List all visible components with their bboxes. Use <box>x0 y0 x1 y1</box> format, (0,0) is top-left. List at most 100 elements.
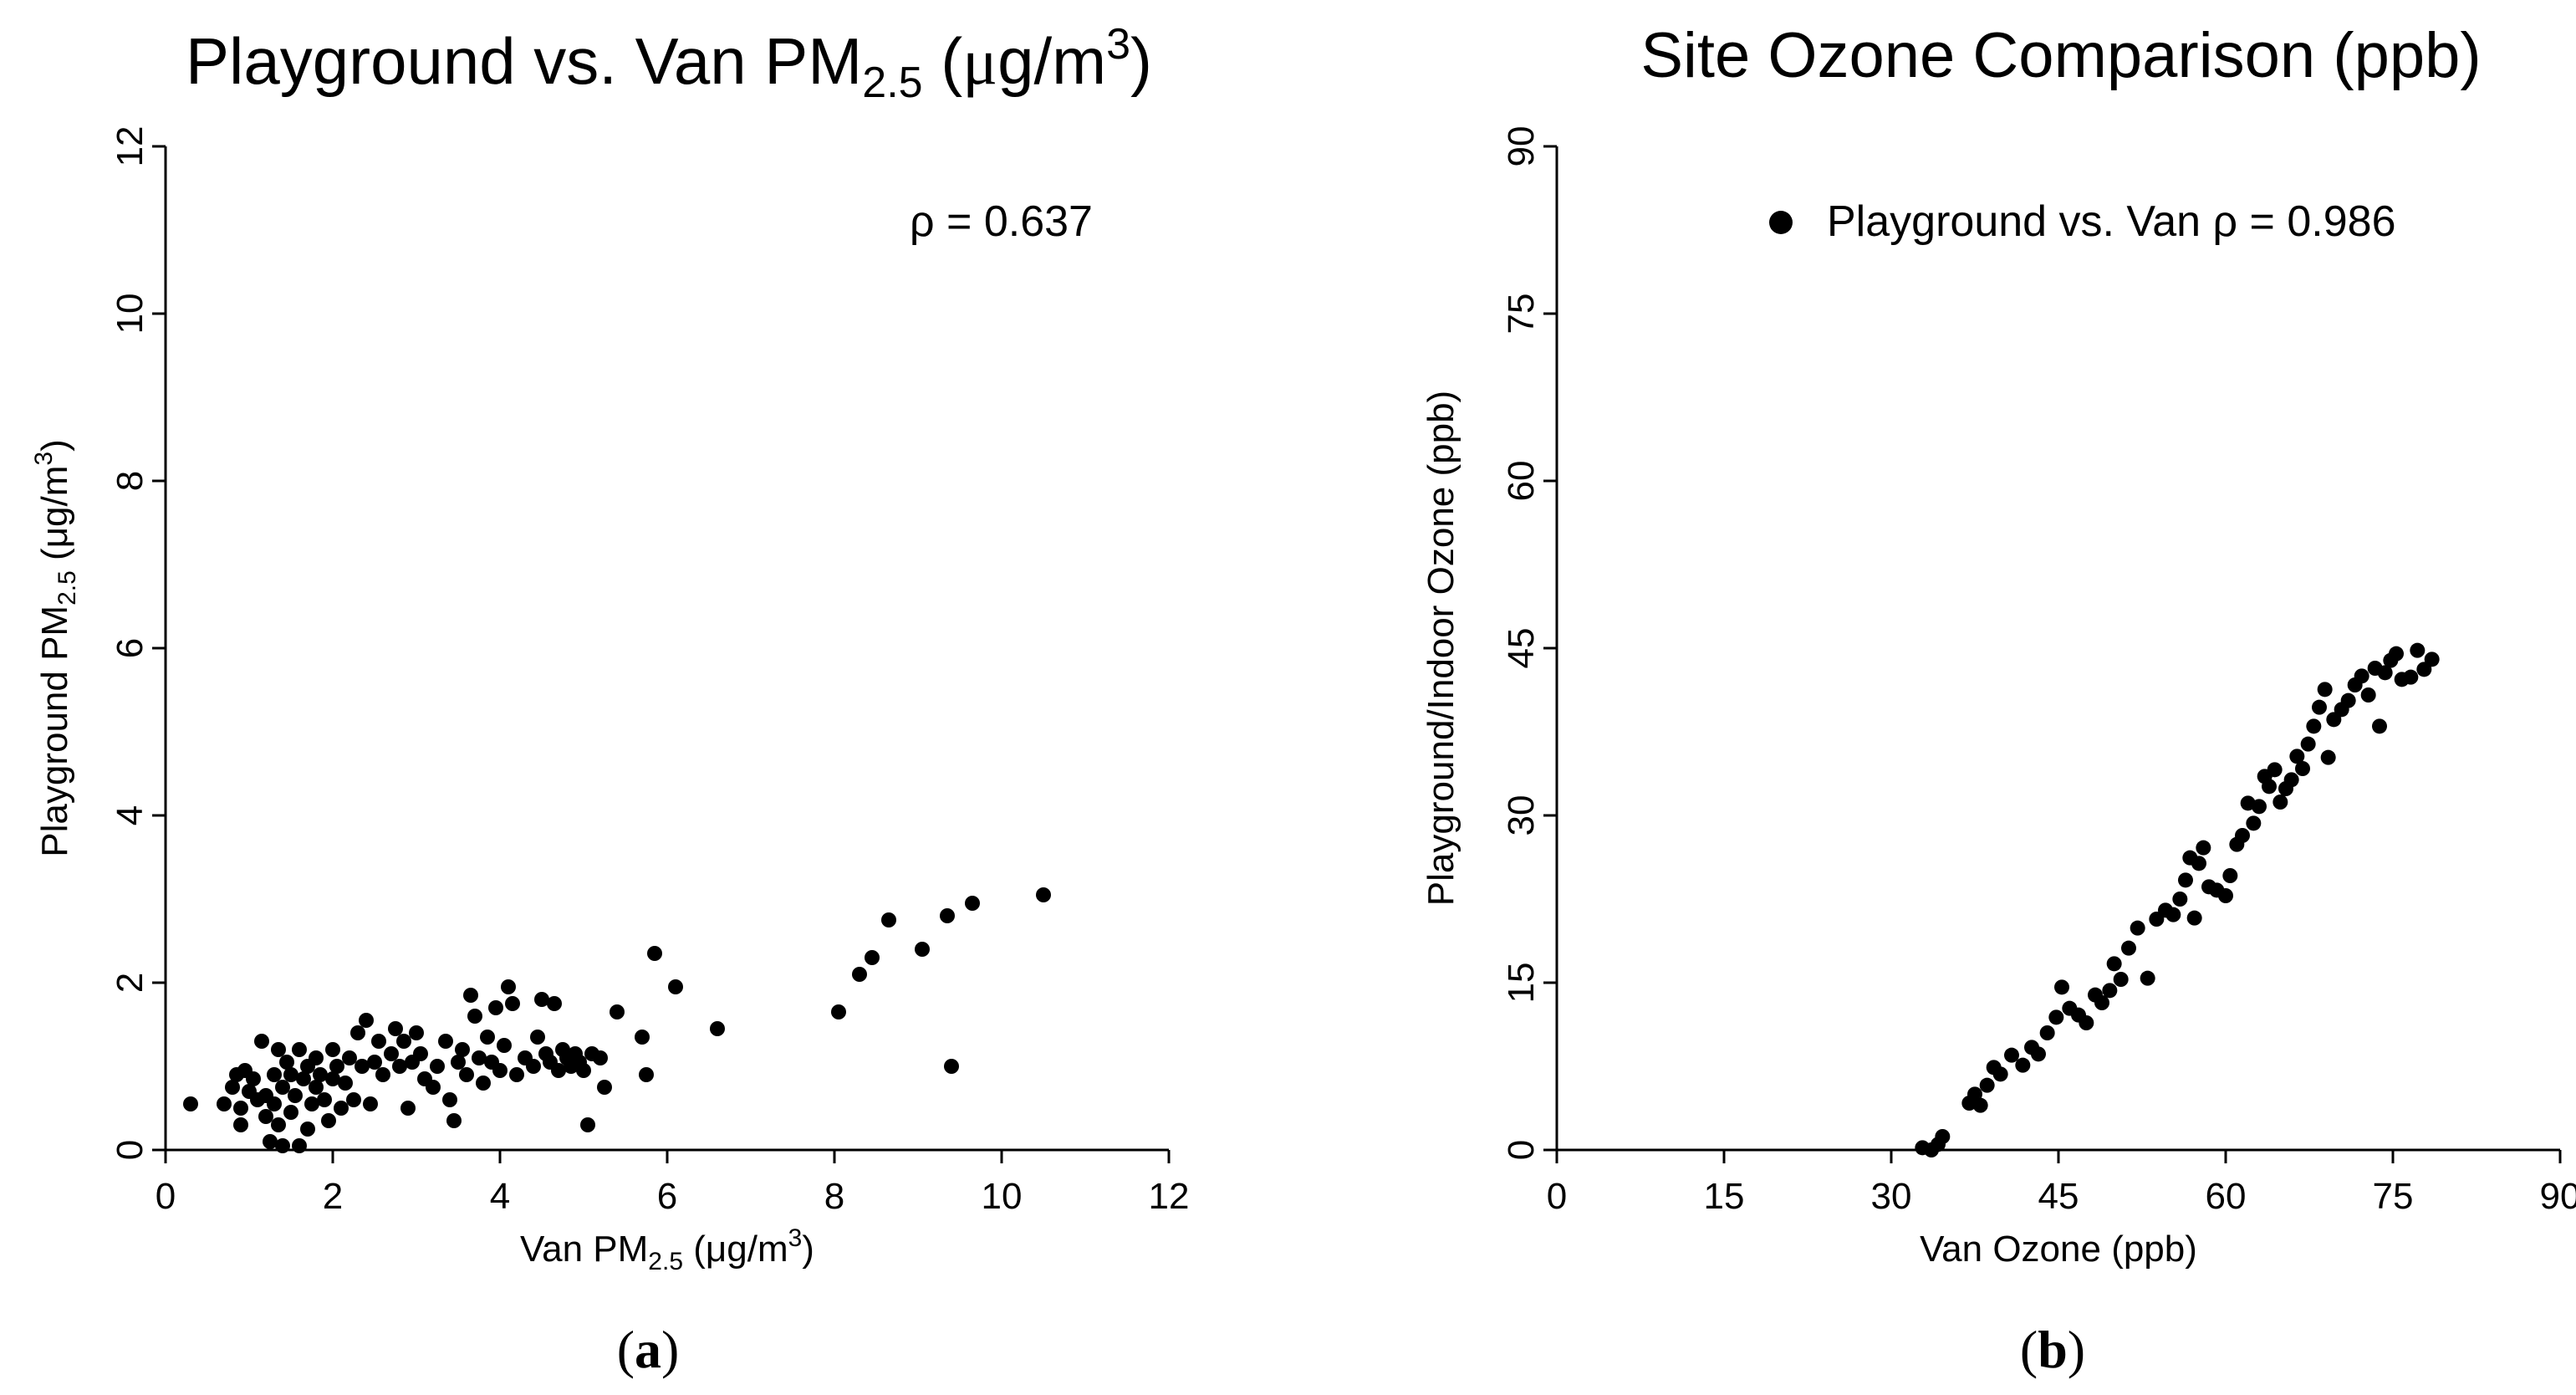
chart-a-data-point <box>258 1109 273 1124</box>
chart-a-data-point <box>396 1034 411 1049</box>
chart-a-y-axis-label: Playground PM2.5 (μg/m3) <box>30 439 81 856</box>
chart-a-y-tick-label: 4 <box>110 805 150 825</box>
chart-a: Playground vs. Van PM2.5 (μg/m3) 0 2 4 6 8 10… <box>30 20 1189 1379</box>
chart-a-data-point <box>246 1071 261 1086</box>
chart-b-data-point <box>2054 979 2069 995</box>
chart-b-data-point <box>2372 718 2387 734</box>
chart-b-y-tick-label: 15 <box>1501 963 1542 1004</box>
chart-b-data-point <box>2079 1015 2094 1030</box>
chart-a-data-point <box>375 1067 390 1082</box>
chart-a-y-tick-label: 10 <box>110 294 150 335</box>
chart-a-data-point <box>342 1050 357 1065</box>
chart-a-x-tick-label: 12 <box>1149 1176 1190 1217</box>
chart-a-data-point <box>329 1059 344 1074</box>
chart-a-x-axis-label: Van PM2.5 (μg/m3) <box>520 1224 814 1275</box>
chart-a-data-point <box>488 1000 503 1015</box>
chart-a-y-tick-label: 12 <box>110 126 150 167</box>
chart-b-data-point <box>1967 1086 1982 1102</box>
chart-a-data-point <box>635 1030 650 1045</box>
chart-a-data-point <box>668 979 683 994</box>
chart-a-data-point <box>831 1004 846 1019</box>
chart-a-data-point <box>300 1122 315 1137</box>
chart-b-data-point <box>2048 1009 2064 1025</box>
chart-b-data-point <box>2121 940 2136 956</box>
chart-a-data-point <box>355 1059 370 1074</box>
chart-a-title: Playground vs. Van PM2.5 (μg/m3) <box>186 20 1152 107</box>
chart-b-data-point <box>2340 692 2356 708</box>
chart-b-data-point <box>2235 828 2250 843</box>
chart-a-x-tick-label: 2 <box>323 1176 343 1217</box>
chart-a-data-point <box>647 946 662 961</box>
chart-a-data-point <box>915 942 930 957</box>
chart-a-data-point <box>313 1067 328 1082</box>
chart-a-data-point <box>455 1042 470 1057</box>
chart-b-data-point <box>2283 772 2299 788</box>
chart-b-data-point <box>2295 761 2310 776</box>
chart-a-panel-label: (a) <box>617 1320 680 1379</box>
chart-b-legend-label: Playground vs. Van ρ = 0.986 <box>1827 197 2396 246</box>
chart-a-data-point <box>505 996 520 1011</box>
chart-a-data-point <box>288 1088 303 1103</box>
chart-a-data-point <box>371 1034 386 1049</box>
chart-a-data-point <box>309 1050 324 1065</box>
chart-b-data-point <box>2403 669 2419 685</box>
chart-b-data-point <box>2094 995 2109 1010</box>
chart-a-data-point <box>367 1055 382 1070</box>
chart-a-data-point <box>217 1096 232 1111</box>
chart-b-data-point <box>2410 642 2426 658</box>
chart-a-data-point <box>534 992 549 1007</box>
chart-b: Site Ozone Comparison (ppb) 0 15 30 45 60 75 9… <box>1421 20 2576 1379</box>
chart-b-y-tick-label: 30 <box>1501 795 1542 836</box>
chart-a-data-point <box>350 1025 365 1040</box>
chart-a-data-point <box>254 1034 269 1049</box>
chart-a-data-point <box>426 1080 441 1095</box>
chart-a-data-point <box>467 1009 482 1024</box>
chart-b-data-point <box>2130 920 2145 936</box>
chart-a-data-point <box>881 912 896 927</box>
chart-b-data-point <box>2140 970 2155 986</box>
chart-b-x-tick-label: 15 <box>1704 1176 1745 1217</box>
chart-a-data-point <box>446 1113 462 1128</box>
chart-a-data-point <box>480 1030 495 1045</box>
chart-a-x-tick-label: 0 <box>156 1176 176 1217</box>
chart-b-data-point <box>2113 972 2129 987</box>
chart-a-data-point <box>283 1105 298 1120</box>
chart-b-data-point <box>2222 868 2238 883</box>
chart-a-data-point <box>267 1096 282 1111</box>
chart-b-data-point <box>2039 1025 2055 1040</box>
chart-a-data-point <box>263 1134 278 1149</box>
chart-a-data-point <box>940 908 955 923</box>
chart-b-data-point <box>1992 1066 2008 1082</box>
chart-a-data-point <box>279 1055 294 1070</box>
chart-b-y-tick-label: 75 <box>1501 294 1542 335</box>
chart-b-data-point <box>2218 888 2233 903</box>
chart-b-data-point <box>2272 795 2288 810</box>
chart-b-data-point <box>1972 1097 1988 1113</box>
chart-a-data-point <box>338 1076 353 1091</box>
chart-a-data-point <box>392 1059 407 1074</box>
chart-a-data-point <box>463 988 478 1003</box>
chart-a-y-tick-label: 0 <box>110 1140 150 1160</box>
chart-b-data-point <box>2300 736 2316 752</box>
chart-b-y-tick-label: 0 <box>1501 1140 1542 1160</box>
chart-a-data-point <box>363 1096 378 1111</box>
chart-a-data-point <box>409 1025 424 1040</box>
chart-b-data-point <box>2312 699 2327 715</box>
chart-a-data-point <box>304 1096 319 1111</box>
chart-b-x-tick-label: 30 <box>1871 1176 1912 1217</box>
chart-a-data-point <box>639 1067 654 1082</box>
chart-b-panel-label: (b) <box>2020 1320 2085 1379</box>
chart-a-data-point <box>459 1067 474 1082</box>
chart-a-data-point <box>346 1092 361 1107</box>
chart-a-data-point <box>526 1059 541 1074</box>
chart-b-data-point <box>2389 646 2404 662</box>
chart-a-data-point <box>593 1050 608 1065</box>
chart-a-data-point <box>296 1071 311 1086</box>
chart-b-data-point <box>2306 718 2322 734</box>
chart-a-data-point <box>852 967 867 982</box>
chart-a-data-point <box>400 1101 416 1116</box>
chart-a-data-point <box>610 1004 625 1019</box>
chart-b-data-point <box>2031 1046 2046 1062</box>
chart-a-data-point <box>530 1030 545 1045</box>
